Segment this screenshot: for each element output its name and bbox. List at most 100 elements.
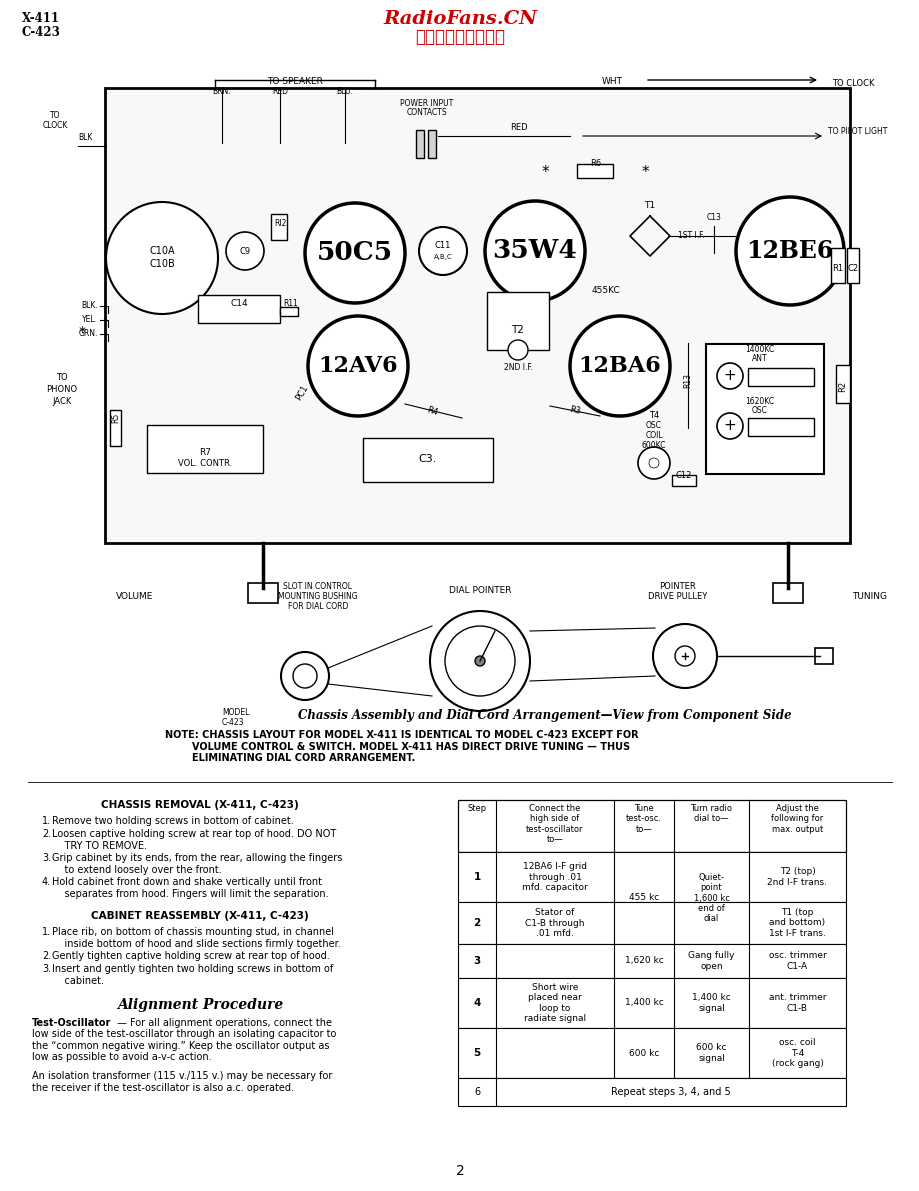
Text: — For all alignment operations, connect the: — For all alignment operations, connect … bbox=[114, 1018, 332, 1028]
Text: 35W4: 35W4 bbox=[492, 238, 577, 263]
Circle shape bbox=[280, 651, 329, 700]
Text: C11: C11 bbox=[435, 242, 450, 250]
Text: C-423: C-423 bbox=[22, 26, 61, 39]
Text: RI2: RI2 bbox=[274, 219, 286, 227]
Text: BLK: BLK bbox=[78, 133, 92, 142]
Bar bbox=[415, 130, 424, 158]
Text: CLOCK: CLOCK bbox=[42, 121, 68, 130]
Text: WHT: WHT bbox=[601, 77, 622, 86]
Text: Stator of
C1-B through
.01 mfd.: Stator of C1-B through .01 mfd. bbox=[525, 908, 584, 937]
Text: POWER INPUT: POWER INPUT bbox=[400, 99, 453, 108]
Text: Chassis Assembly and Dial Cord Arrangement—View from Component Side: Chassis Assembly and Dial Cord Arrangeme… bbox=[298, 709, 790, 722]
Text: 1400KC: 1400KC bbox=[744, 345, 774, 354]
Text: Place rib, on bottom of chassis mounting stud, in channel
    inside bottom of h: Place rib, on bottom of chassis mounting… bbox=[52, 927, 340, 948]
Text: 2ND I.F.: 2ND I.F. bbox=[503, 363, 532, 372]
Circle shape bbox=[106, 202, 218, 314]
Text: 600 kc
signal: 600 kc signal bbox=[696, 1043, 726, 1062]
Bar bbox=[747, 368, 813, 386]
Bar bbox=[147, 425, 263, 473]
Bar bbox=[105, 88, 849, 543]
Text: R5: R5 bbox=[111, 413, 120, 423]
Text: Insert and gently tighten two holding screws in bottom of
    cabinet.: Insert and gently tighten two holding sc… bbox=[52, 964, 333, 986]
Bar bbox=[279, 307, 298, 316]
Bar bbox=[110, 410, 121, 445]
Text: SLOT IN CONTROL: SLOT IN CONTROL bbox=[283, 582, 352, 591]
Text: C2: C2 bbox=[846, 264, 857, 273]
Text: A,B,C: A,B,C bbox=[433, 254, 452, 260]
Text: Adjust the
following for
max. output: Adjust the following for max. output bbox=[770, 804, 823, 834]
Text: Short wire
placed near
loop to
radiate signal: Short wire placed near loop to radiate s… bbox=[523, 983, 585, 1023]
Circle shape bbox=[418, 227, 467, 275]
Text: Connect the
high side of
test-oscillator
to—: Connect the high side of test-oscillator… bbox=[526, 804, 584, 844]
Text: 12AV6: 12AV6 bbox=[318, 355, 397, 378]
Text: 收音机爱好者资料库: 收音机爱好者资料库 bbox=[414, 29, 505, 46]
Bar bbox=[835, 364, 849, 403]
Text: VOL. CONTR.: VOL. CONTR. bbox=[177, 459, 232, 468]
Text: 1ST I.F.: 1ST I.F. bbox=[677, 231, 704, 241]
Text: PHONO: PHONO bbox=[46, 385, 77, 394]
Text: 600KC: 600KC bbox=[641, 441, 665, 450]
Text: Hold cabinet front down and shake vertically until front
    separates from hood: Hold cabinet front down and shake vertic… bbox=[52, 877, 328, 898]
Text: 1,620 kc: 1,620 kc bbox=[624, 956, 663, 966]
Text: 2: 2 bbox=[473, 918, 480, 928]
Text: T2: T2 bbox=[511, 325, 524, 335]
Text: C10B: C10B bbox=[149, 258, 175, 269]
Text: Tune
test-osc.
to—: Tune test-osc. to— bbox=[625, 804, 662, 834]
Text: Test-Oscillator: Test-Oscillator bbox=[32, 1018, 111, 1028]
Bar bbox=[458, 944, 845, 978]
Bar bbox=[458, 902, 845, 944]
Text: C13: C13 bbox=[706, 213, 720, 222]
Text: TO: TO bbox=[56, 373, 68, 382]
Text: DRIVE PULLEY: DRIVE PULLEY bbox=[648, 592, 707, 601]
Circle shape bbox=[474, 656, 484, 666]
Text: Quiet-
point
1,600 kc
end of
dial: Quiet- point 1,600 kc end of dial bbox=[693, 873, 729, 923]
Text: 12BA6 I-F grid
through .01
mfd. capacitor: 12BA6 I-F grid through .01 mfd. capacito… bbox=[522, 862, 587, 892]
Text: 50C5: 50C5 bbox=[316, 241, 392, 266]
Text: C9: C9 bbox=[239, 247, 250, 256]
Text: POINTER: POINTER bbox=[659, 582, 696, 591]
Text: R4: R4 bbox=[425, 405, 438, 417]
Text: Turn radio
dial to—: Turn radio dial to— bbox=[690, 804, 732, 823]
Text: Alignment Procedure: Alignment Procedure bbox=[117, 998, 283, 1012]
Text: BLU.: BLU. bbox=[336, 87, 353, 96]
Text: Gang fully
open: Gang fully open bbox=[687, 952, 734, 971]
Text: TO CLOCK: TO CLOCK bbox=[831, 80, 874, 88]
Text: osc. trimmer
C1-A: osc. trimmer C1-A bbox=[767, 952, 825, 971]
Text: +: + bbox=[723, 418, 735, 434]
Text: FOR DIAL CORD: FOR DIAL CORD bbox=[288, 601, 347, 611]
Bar bbox=[747, 418, 813, 436]
Bar bbox=[705, 344, 823, 474]
Bar bbox=[458, 1028, 845, 1078]
Text: R11: R11 bbox=[283, 299, 298, 308]
Text: Step: Step bbox=[467, 804, 486, 813]
Circle shape bbox=[716, 413, 743, 439]
Circle shape bbox=[652, 624, 716, 688]
Text: ant. trimmer
C1-B: ant. trimmer C1-B bbox=[768, 993, 825, 1012]
Text: 600 kc: 600 kc bbox=[628, 1048, 659, 1058]
Text: 455KC: 455KC bbox=[591, 286, 619, 295]
Circle shape bbox=[675, 646, 694, 666]
Text: T1 (top
and bottom)
1st I-F trans.: T1 (top and bottom) 1st I-F trans. bbox=[768, 908, 825, 937]
Text: CABINET REASSEMBLY (X-411, C-423): CABINET REASSEMBLY (X-411, C-423) bbox=[91, 911, 309, 921]
Text: GRN.: GRN. bbox=[78, 330, 98, 338]
Text: Loosen captive holding screw at rear top of hood. DO NOT
    TRY TO REMOVE.: Loosen captive holding screw at rear top… bbox=[52, 829, 335, 850]
Text: MOUNTING BUSHING: MOUNTING BUSHING bbox=[278, 592, 357, 601]
Text: TO: TO bbox=[50, 111, 60, 120]
Text: *: * bbox=[641, 164, 648, 180]
Bar bbox=[248, 584, 278, 603]
Text: JACK: JACK bbox=[52, 397, 72, 406]
Text: CHASSIS REMOVAL (X-411, C-423): CHASSIS REMOVAL (X-411, C-423) bbox=[101, 800, 299, 810]
Bar bbox=[814, 648, 832, 665]
Text: T4: T4 bbox=[648, 411, 658, 420]
Text: ANT: ANT bbox=[752, 354, 767, 363]
Text: C3.: C3. bbox=[418, 454, 437, 464]
Circle shape bbox=[735, 197, 843, 305]
Text: C10A: C10A bbox=[149, 247, 175, 256]
Bar bbox=[198, 295, 279, 323]
Text: DIAL POINTER: DIAL POINTER bbox=[448, 586, 511, 596]
Text: 3.: 3. bbox=[42, 853, 51, 863]
Text: *: * bbox=[540, 164, 549, 180]
Circle shape bbox=[716, 363, 743, 389]
Text: R1: R1 bbox=[832, 264, 843, 273]
Text: NOTE: CHASSIS LAYOUT FOR MODEL X-411 IS IDENTICAL TO MODEL C-423 EXCEPT FOR
    : NOTE: CHASSIS LAYOUT FOR MODEL X-411 IS … bbox=[165, 730, 638, 763]
